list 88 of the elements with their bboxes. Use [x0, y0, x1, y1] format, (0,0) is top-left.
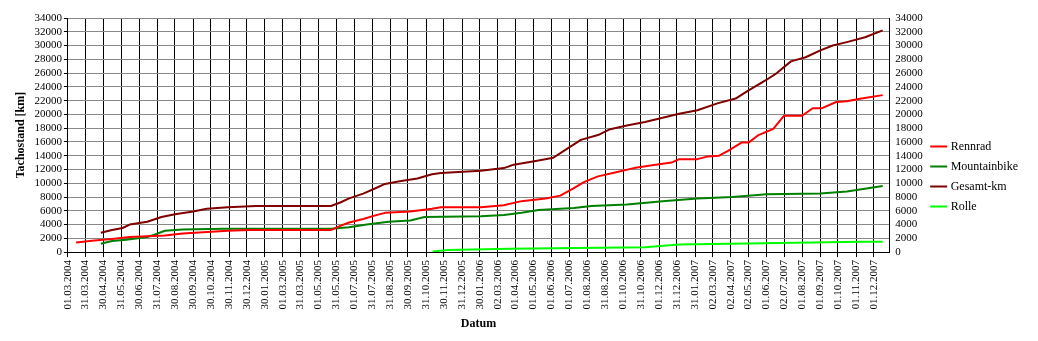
x-tick-label: 31.07.2005	[364, 259, 377, 310]
x-tick-label: 30.06.2004	[131, 259, 144, 310]
y-tick-label: 12000	[34, 162, 63, 175]
y-tick-label: 2000	[39, 231, 63, 244]
x-tick-label: 02.03.2007	[705, 259, 718, 310]
x-tick-label: 30.11.2005	[436, 259, 449, 310]
x-tick-label: 02.05.2007	[741, 259, 754, 310]
x-tick-label: 30.01.2006	[472, 259, 485, 310]
x-tick-label: 01.12.2006	[652, 259, 665, 310]
y2-tick-label: 32000	[895, 24, 924, 37]
x-tick-label: 01.12.2007	[866, 259, 879, 310]
x-tick-label: 01.03.2005	[275, 259, 288, 310]
y-tick-label: 18000	[34, 121, 63, 134]
x-tick-label: 01.10.2007	[830, 259, 843, 310]
x-tick-label: 31.12.2006	[669, 259, 682, 310]
x-tick-label: 31.08.2005	[383, 259, 396, 310]
y-tick-label: 34000	[34, 10, 63, 23]
y2-tick-label: 0	[895, 244, 902, 257]
x-tick-label: 01.07.2006	[562, 259, 575, 310]
x-tick-label: 31.08.2006	[597, 259, 610, 310]
legend-label: Mountainbike	[950, 158, 1018, 173]
x-tick-label: 01.06.2006	[544, 259, 557, 310]
x-tick-label: 31.05.2004	[114, 259, 127, 310]
x-tick-label: 30.09.2005	[400, 259, 413, 310]
x-tick-label: 30.08.2004	[167, 259, 180, 310]
y2-tick-label: 28000	[895, 52, 924, 65]
x-tick-label: 01.05.2006	[526, 259, 539, 310]
x-tick-label: 30.09.2004	[186, 259, 199, 310]
y2-tick-label: 2000	[895, 231, 918, 244]
x-tick-label: 02.04.2007	[723, 259, 736, 310]
y-tick-label: 32000	[34, 24, 63, 37]
x-tick-label: 30.11.2004	[221, 259, 234, 310]
x-tick-label: 31.03.2005	[293, 259, 306, 310]
y-tick-label: 16000	[34, 134, 63, 147]
y2-tick-label: 34000	[895, 10, 924, 23]
y-tick-label: 6000	[39, 203, 63, 216]
y2-tick-label: 20000	[895, 107, 924, 120]
y-tick-label: 10000	[34, 176, 63, 189]
y2-tick-label: 16000	[895, 134, 924, 147]
y2-tick-label: 12000	[895, 162, 924, 175]
y2-tick-label: 18000	[895, 121, 924, 134]
x-tick-label: 01.09.2007	[813, 259, 826, 310]
x-tick-label: 01.10.2006	[616, 259, 629, 310]
x-tick-label: 02.07.2007	[777, 259, 790, 310]
y2-tick-label: 14000	[895, 148, 924, 161]
y-tick-label: 20000	[34, 107, 63, 120]
y2-tick-label: 4000	[895, 217, 918, 230]
x-tick-label: 01.08.2007	[795, 259, 807, 310]
x-tick-label: 01.06.2007	[759, 259, 772, 310]
y2-tick-label: 22000	[895, 93, 924, 106]
y-tick-label: 22000	[34, 93, 63, 106]
x-tick-label: 31.03.2004	[78, 259, 91, 310]
y-tick-label: 14000	[34, 148, 63, 161]
y2-tick-label: 26000	[895, 65, 924, 78]
x-tick-label: 01.07.2005	[347, 259, 360, 310]
y2-tick-label: 10000	[895, 176, 924, 189]
y2-tick-label: 30000	[895, 38, 924, 51]
x-tick-label: 01.04.2006	[508, 259, 521, 310]
x-axis-title: Datum	[460, 315, 497, 330]
y2-tick-label: 8000	[895, 189, 918, 202]
x-tick-label: 30.01.2005	[257, 259, 270, 310]
x-tick-label: 01.08.2006	[580, 259, 593, 310]
y2-tick-label: 24000	[895, 79, 924, 92]
x-tick-label: 30.04.2004	[96, 259, 109, 310]
x-tick-label: 31.12.2005	[454, 259, 467, 310]
legend-label: Rennrad	[950, 138, 992, 153]
x-tick-label: 31.10.2006	[633, 259, 646, 310]
x-tick-label: 01.05.2005	[311, 259, 324, 310]
y-tick-label: 24000	[34, 79, 63, 92]
x-tick-label: 31.01.2007	[687, 259, 700, 310]
x-tick-label: 01.11.2007	[849, 259, 862, 310]
y2-tick-label: 6000	[895, 203, 918, 216]
y-tick-label: 8000	[39, 189, 63, 202]
y-tick-label: 0	[56, 244, 63, 257]
y-tick-label: 28000	[34, 52, 63, 65]
x-tick-label: 31.05.2005	[329, 259, 342, 310]
x-tick-label: 31.10.2005	[419, 259, 432, 310]
legend-label: Rolle	[950, 198, 977, 213]
legend-label: Gesamt-km	[950, 178, 1008, 193]
y-axis-title: Tachostand [km]	[13, 91, 28, 179]
x-tick-label: 02.03.2006	[490, 259, 503, 310]
x-tick-label: 30.12.2004	[239, 259, 252, 310]
y-tick-label: 30000	[34, 38, 63, 51]
x-tick-label: 01.03.2004	[60, 259, 73, 310]
x-tick-label: 31.07.2004	[150, 259, 163, 310]
x-tick-label: 30.10.2004	[203, 259, 216, 310]
y-tick-label: 4000	[39, 217, 63, 230]
y-tick-label: 26000	[34, 65, 63, 78]
